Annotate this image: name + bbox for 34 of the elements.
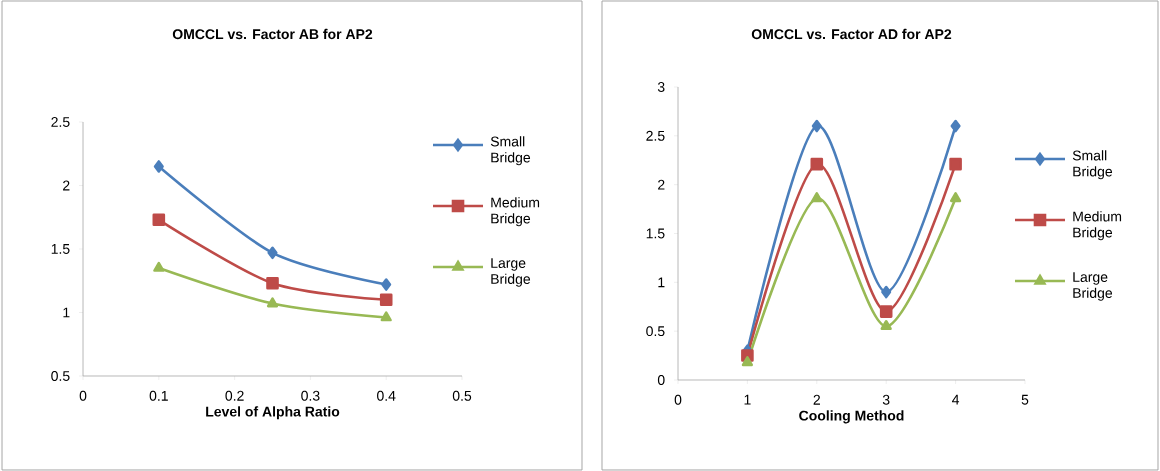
legend-label: Large Bridge (491, 258, 531, 287)
x-tick-label: 4 (952, 394, 960, 405)
chart-title: OMCCL vs. Factor AB for AP2 (172, 28, 373, 40)
x-tick-label: 0 (674, 394, 682, 405)
y-tick-label: 0.5 (51, 371, 70, 381)
y-tick-label: 2.5 (646, 130, 665, 141)
chart-title: OMCCL vs. Factor AD for AP2 (751, 28, 952, 40)
x-axis-title: Level of Alpha Ratio (206, 406, 340, 420)
y-tick-label: 1 (658, 277, 665, 288)
x-tick-label: 0.5 (452, 390, 472, 401)
legend-label: Large Bridge (1073, 272, 1113, 301)
y-tick-label: 0 (657, 375, 665, 385)
y-tick-label: 2 (63, 180, 70, 191)
x-axis-title: Cooling Method (799, 410, 904, 424)
x-tick-label: 0.1 (149, 390, 168, 401)
x-tick-label: 0.4 (377, 390, 396, 401)
x-tick-label: 0.3 (301, 390, 320, 401)
legend-label: Medium Bridge (491, 197, 540, 227)
y-tick-label: 2.5 (51, 117, 70, 127)
x-tick-label: 0.2 (225, 390, 244, 401)
x-tick-label: 1 (744, 394, 751, 405)
x-tick-label: 3 (882, 394, 890, 405)
y-tick-label: 0.5 (646, 326, 665, 337)
legend-label: Small Bridge (490, 136, 531, 166)
y-tick-label: 1.5 (646, 228, 665, 239)
y-tick-label: 1.5 (51, 244, 70, 254)
legend-label: Small Bridge (1072, 150, 1113, 180)
legend-label: Medium Bridge (1073, 211, 1122, 241)
x-tick-label: 5 (1021, 394, 1029, 405)
y-tick-label: 3 (657, 82, 665, 92)
y-tick-label: 1 (63, 307, 70, 318)
x-tick-label: 0 (79, 390, 87, 401)
x-tick-label: 2 (813, 394, 820, 405)
y-tick-label: 2 (658, 179, 665, 190)
